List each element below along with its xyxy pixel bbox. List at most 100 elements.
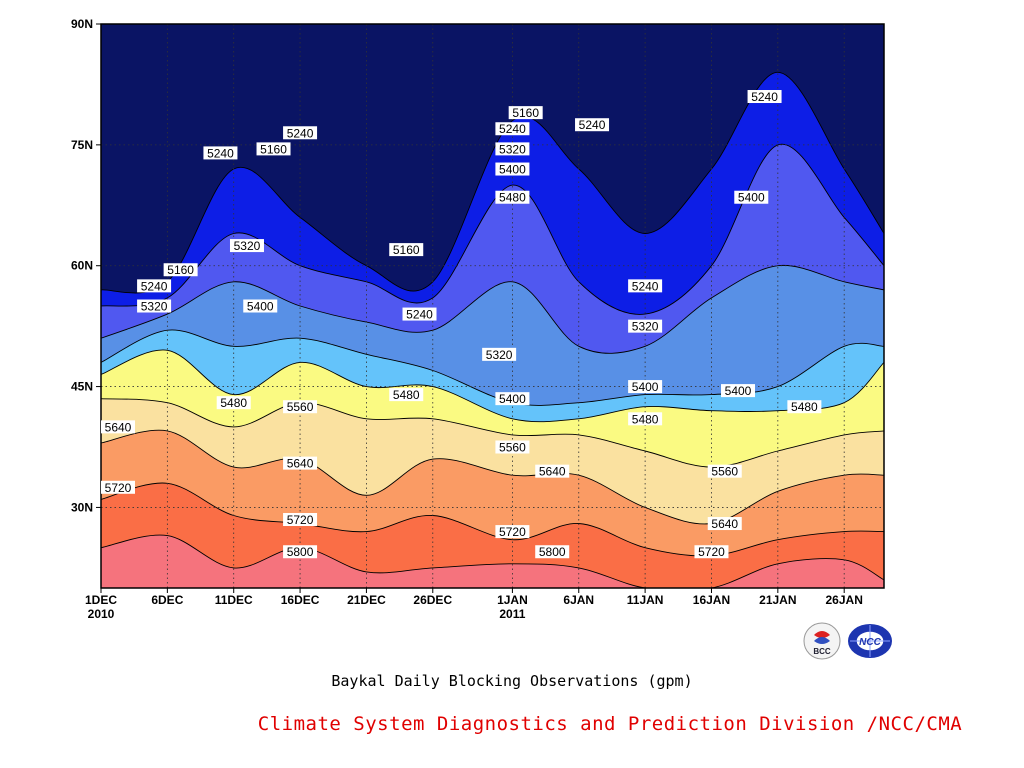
contour-label: 5240 (137, 279, 172, 293)
contour-label: 5240 (628, 279, 663, 293)
contour-bands (101, 24, 884, 588)
band-below-5160 (101, 24, 884, 294)
contour-label-text: 5160 (393, 243, 420, 257)
y-tick-label: 90N (71, 17, 93, 31)
contour-label-text: 5400 (725, 384, 752, 398)
contour-label: 5240 (495, 122, 530, 136)
contour-label: 5560 (283, 400, 318, 414)
contour-label-text: 5720 (499, 525, 526, 539)
contour-label: 5160 (508, 106, 543, 120)
contour-label: 5240 (747, 90, 782, 104)
contour-label: 5640 (707, 517, 742, 531)
contour-label-text: 5560 (499, 441, 526, 455)
contour-label: 5240 (575, 118, 610, 132)
y-tick-label: 60N (71, 259, 93, 273)
contour-label-text: 5240 (632, 279, 659, 293)
contour-label: 5480 (389, 388, 424, 402)
contour-label-text: 5240 (751, 90, 778, 104)
contour-label: 5400 (721, 384, 756, 398)
contour-label-text: 5240 (499, 122, 526, 136)
x-tick-label: 11DEC (215, 593, 253, 607)
contour-label: 5480 (216, 396, 251, 410)
contour-label-text: 5480 (632, 412, 659, 426)
contour-label-text: 5480 (499, 191, 526, 205)
contour-label-text: 5240 (207, 146, 234, 160)
contour-label: 5800 (535, 545, 570, 559)
contour-label: 5240 (283, 126, 318, 140)
contour-label-text: 5640 (105, 420, 132, 434)
contour-label: 5400 (495, 392, 530, 406)
contour-label: 5720 (101, 480, 135, 495)
contour-label-text: 5480 (393, 388, 420, 402)
y-tick-label: 75N (71, 138, 93, 152)
contour-line-5640 (101, 429, 884, 525)
contour-label: 5400 (628, 380, 663, 394)
contour-label-text: 5320 (499, 142, 526, 156)
x-tick-label: 21DEC (347, 593, 386, 607)
contour-label: 5480 (787, 400, 822, 414)
contour-label-text: 5400 (499, 392, 526, 406)
contour-label: 5240 (203, 146, 238, 160)
contour-label: 5640 (101, 420, 135, 434)
contour-label-text: 5320 (486, 348, 513, 362)
x-tick-label: 16DEC (281, 593, 320, 607)
contour-label-text: 5400 (247, 300, 274, 314)
chart-caption: Baykal Daily Blocking Observations (gpm) (331, 672, 693, 690)
contour-label: 5160 (163, 263, 198, 277)
contour-label-text: 5400 (632, 380, 659, 394)
contour-label: 5720 (283, 513, 318, 527)
contour-label: 5320 (137, 299, 172, 314)
plot-frame (100, 23, 885, 589)
contour-label: 5640 (535, 464, 570, 479)
contour-line-5800 (101, 534, 884, 588)
contour-line-5480 (101, 349, 884, 423)
contour-line-5240 (101, 143, 884, 315)
contour-label-text: 5160 (260, 142, 287, 156)
bcc-logo: BCC (802, 621, 842, 661)
contour-label: 5400 (495, 162, 530, 177)
x-tick-label: 6JAN (563, 593, 594, 607)
contour-label: 5320 (495, 142, 530, 156)
contour-label-text: 5720 (105, 481, 132, 495)
x-tick-label: 21JAN (759, 593, 796, 607)
contour-label: 5640 (283, 456, 318, 471)
x-tick-label: 1DEC (85, 593, 117, 607)
contour-label-text: 5560 (711, 465, 738, 479)
contour-label: 5160 (256, 142, 291, 156)
contour-label-text: 5240 (141, 279, 168, 293)
credit-text: Climate System Diagnostics and Predictio… (257, 713, 963, 735)
contour-label: 5160 (389, 243, 424, 257)
contour-label: 5480 (495, 190, 530, 205)
contour-label: 5400 (243, 299, 278, 314)
bcc-logo-text: BCC (813, 647, 831, 656)
contour-label-text: 5560 (287, 400, 314, 414)
contour-label-text: 5320 (141, 300, 168, 314)
x-tick-year-label: 2010 (88, 607, 115, 621)
contour-label: 5480 (628, 412, 663, 426)
contour-label-text: 5320 (632, 320, 659, 334)
contour-label: 5720 (495, 525, 530, 539)
contour-label-text: 5480 (220, 396, 247, 410)
contour-label-text: 5240 (406, 308, 433, 322)
contour-label: 5320 (229, 239, 264, 253)
contour-label-text: 5400 (738, 191, 765, 205)
contour-label-text: 5400 (499, 163, 526, 177)
contour-label: 5400 (734, 190, 769, 205)
contour-label: 5720 (694, 545, 729, 559)
contour-label-text: 5640 (711, 517, 738, 531)
contour-label: 5560 (707, 464, 742, 479)
y-tick-label: 45N (71, 380, 93, 394)
contour-label-text: 5720 (287, 513, 314, 527)
contour-label: 5560 (495, 440, 530, 455)
contour-label: 5800 (283, 545, 318, 559)
x-tick-year-label: 2011 (499, 607, 525, 621)
contour-label: 5240 (402, 307, 437, 322)
contour-label-text: 5160 (512, 106, 539, 120)
contour-label-text: 5240 (287, 126, 314, 140)
contour-label-text: 5480 (791, 400, 818, 414)
x-tick-label: 16JAN (693, 593, 730, 607)
y-axis: 30N 45N 60N 75N 90N (71, 17, 101, 514)
